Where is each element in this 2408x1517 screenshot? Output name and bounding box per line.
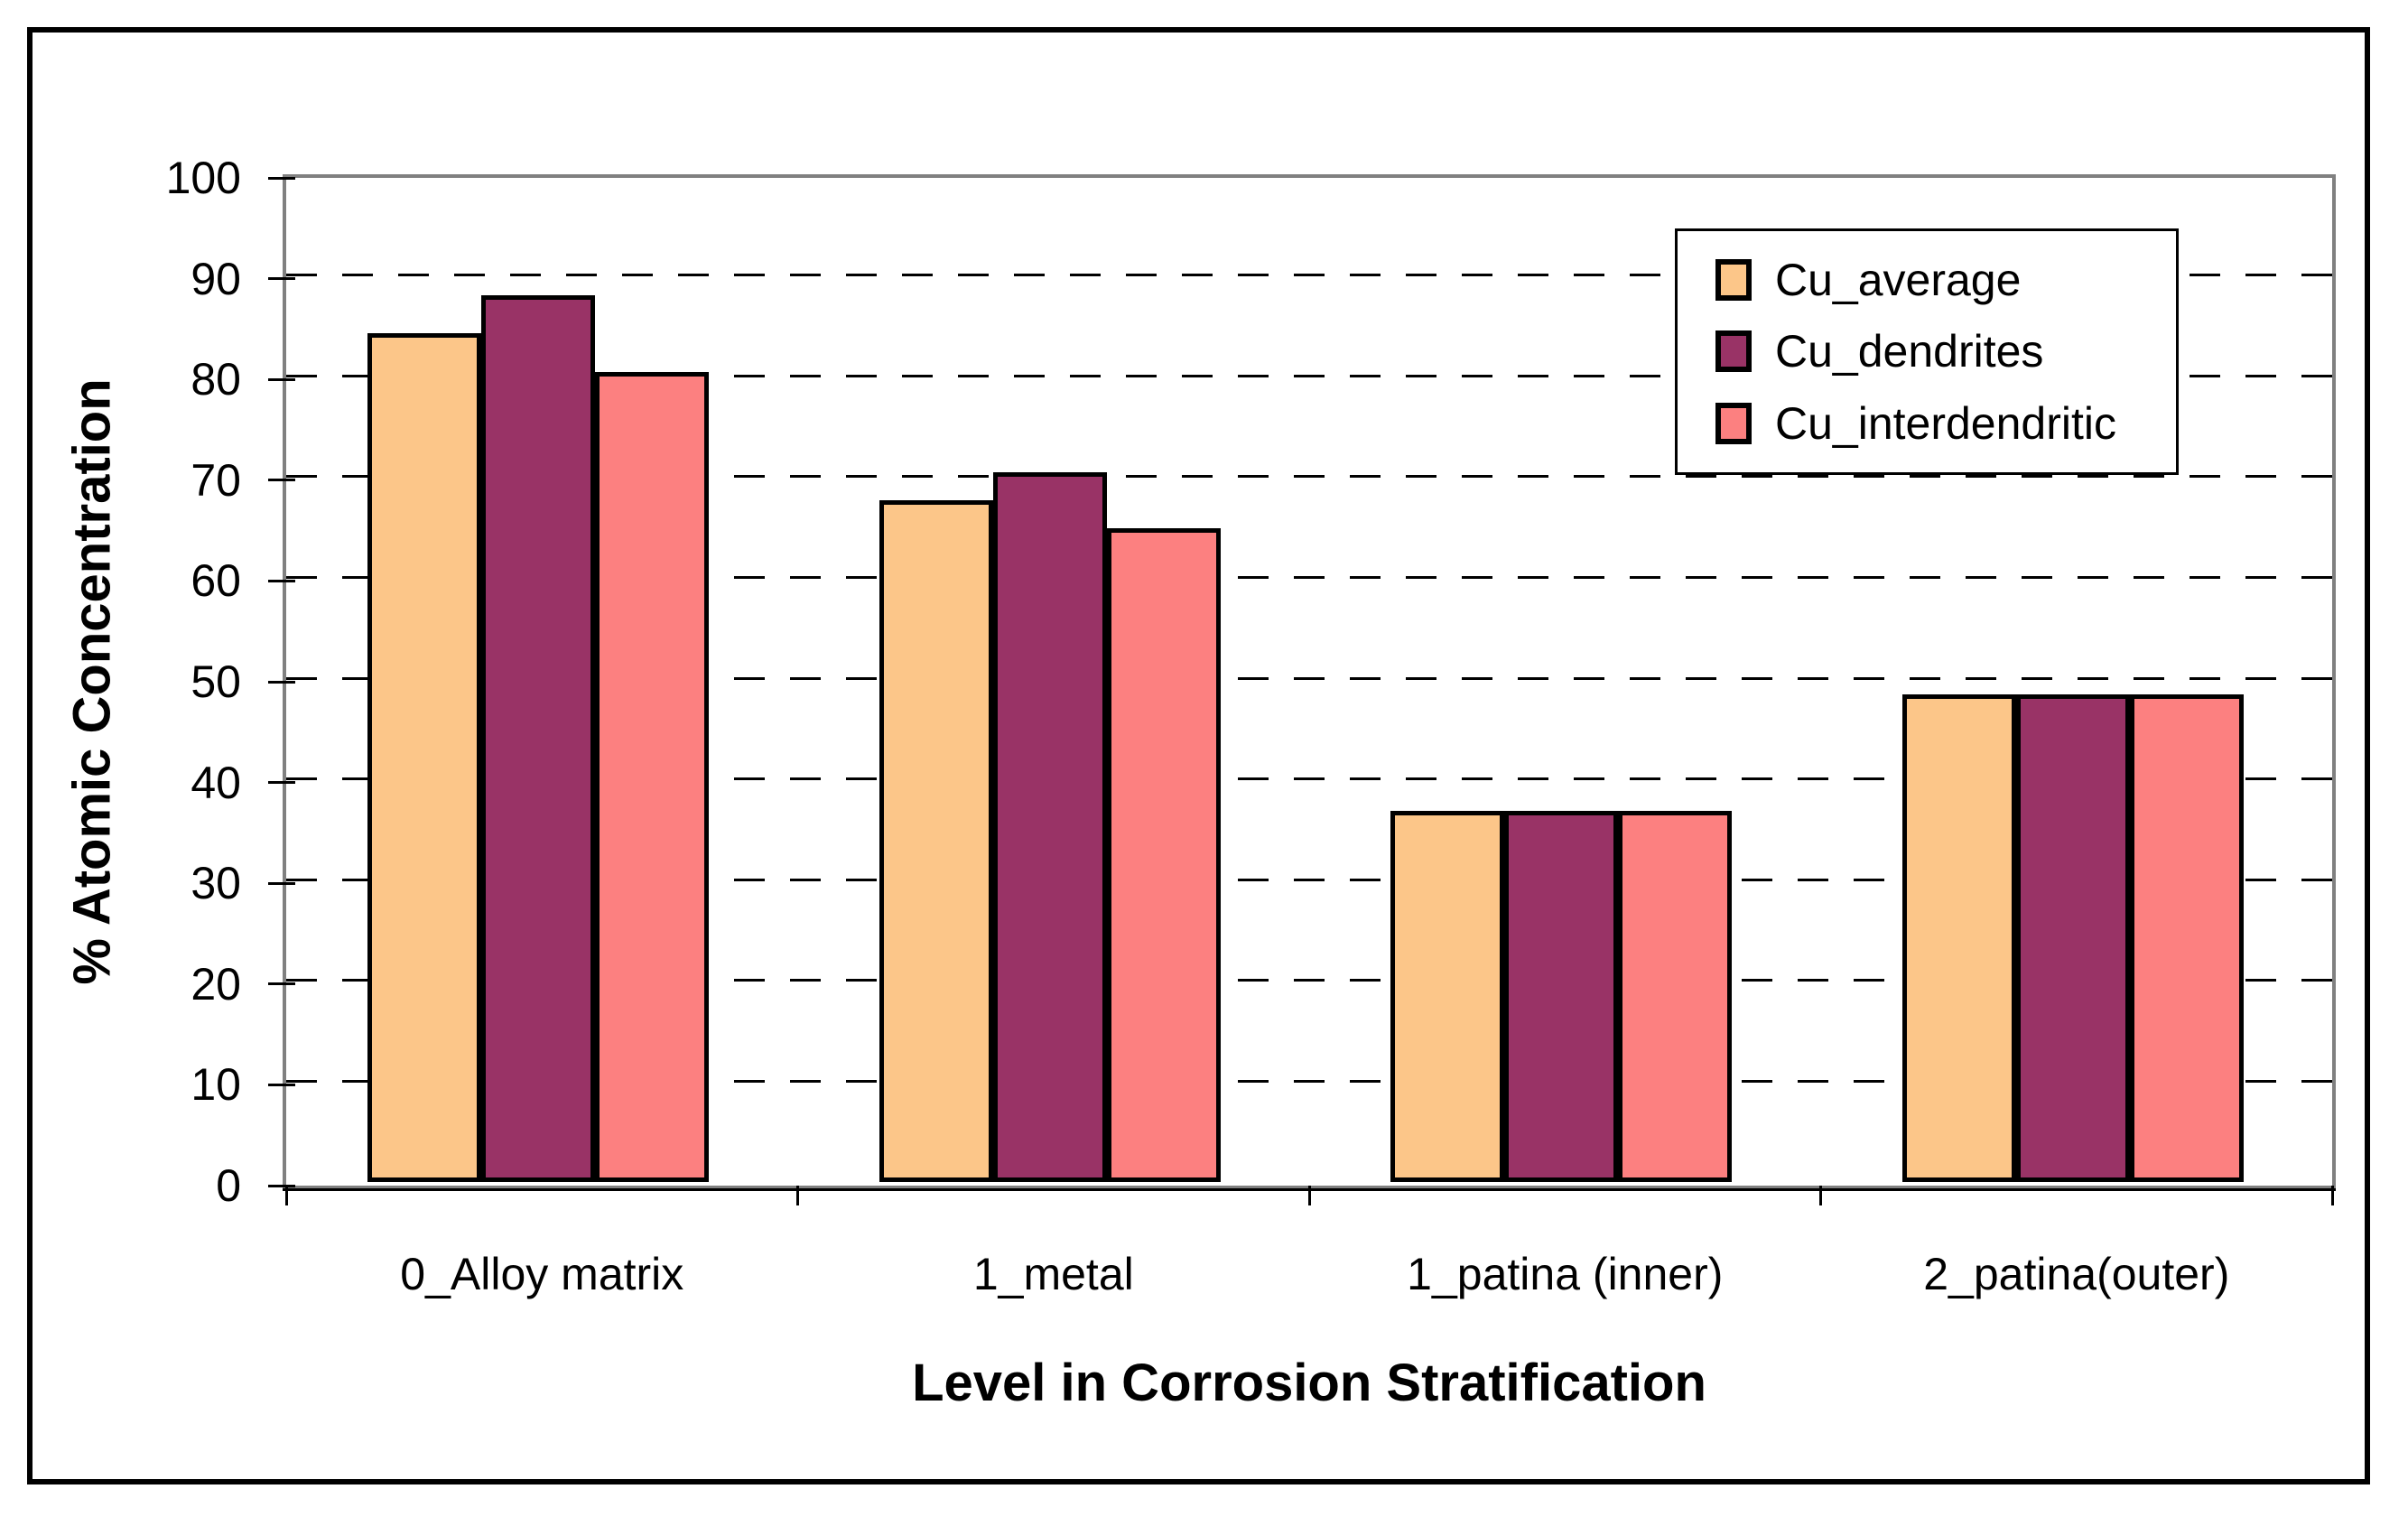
y-tick-label-50: 50 [191, 656, 241, 707]
y-tick-label-90: 90 [191, 253, 241, 304]
legend-label-cu_dendrites: Cu_dendrites [1775, 326, 2044, 377]
legend: Cu_average Cu_dendrites Cu_interdendritic [1675, 228, 2179, 475]
x-category-label-0: 0_Alloy matrix [400, 1249, 684, 1299]
bar-cu_average-3 [1901, 693, 2016, 1182]
y-tick-30 [268, 881, 295, 885]
gridline-50 [286, 676, 2332, 680]
bar-cu_average-1 [879, 499, 993, 1182]
gridline-40 [286, 777, 2332, 781]
y-tick-70 [268, 479, 295, 482]
legend-item-cu_interdendritic: Cu_interdendritic [1715, 401, 2167, 446]
y-axis-title: % Atomic Concentration [62, 378, 122, 985]
legend-swatch-cu_average [1715, 258, 1752, 301]
y-tick-10 [268, 1083, 295, 1086]
bar-cu_interdendritic-0 [595, 371, 710, 1182]
x-axis-title: Level in Corrosion Stratification [912, 1354, 1706, 1412]
x-category-label-2: 1_patina (inner) [1407, 1249, 1724, 1299]
bar-cu_interdendritic-2 [1618, 811, 1733, 1182]
y-tick-0 [268, 1184, 295, 1187]
x-tick-2 [1307, 1186, 1311, 1205]
y-tick-40 [268, 781, 295, 785]
y-tick-label-80: 80 [191, 354, 241, 405]
gridline-80 [286, 374, 2332, 377]
legend-item-cu_average: Cu_average [1715, 257, 2167, 302]
bar-cu_average-2 [1390, 811, 1505, 1182]
y-tick-90 [268, 277, 295, 281]
x-tick-0 [284, 1186, 288, 1205]
legend-swatch-cu_interdendritic [1715, 403, 1752, 445]
y-tick-60 [268, 579, 295, 582]
y-tick-label-60: 60 [191, 555, 241, 607]
y-tick-label-100: 100 [165, 153, 241, 203]
gridline-20 [286, 979, 2332, 982]
gridline-10 [286, 1079, 2332, 1083]
bar-cu_average-0 [367, 333, 482, 1182]
gridline-30 [286, 878, 2332, 881]
bar-cu_dendrites-2 [1504, 811, 1619, 1182]
y-tick-100 [268, 176, 295, 180]
figure-border [27, 27, 2370, 1484]
x-tick-3 [1819, 1186, 1822, 1205]
legend-swatch-cu_dendrites [1715, 330, 1752, 373]
y-tick-label-70: 70 [191, 454, 241, 506]
y-tick-label-30: 30 [191, 858, 241, 909]
bar-cu_interdendritic-1 [1106, 527, 1221, 1182]
gridline-70 [286, 475, 2332, 479]
y-tick-label-20: 20 [191, 958, 241, 1010]
x-tick-1 [796, 1186, 799, 1205]
y-tick-label-40: 40 [191, 757, 241, 808]
y-tick-label-0: 0 [216, 1160, 241, 1211]
bar-cu_dendrites-1 [992, 472, 1107, 1182]
y-tick-50 [268, 680, 295, 684]
legend-label-cu_average: Cu_average [1775, 254, 2022, 305]
bar-cu_dendrites-3 [2015, 693, 2130, 1182]
x-tick-4 [2330, 1186, 2334, 1205]
bar-cu_interdendritic-3 [2129, 693, 2244, 1182]
gridline-60 [286, 575, 2332, 579]
legend-item-cu_dendrites: Cu_dendrites [1715, 329, 2167, 374]
y-tick-label-10: 10 [191, 1059, 241, 1111]
x-category-label-1: 1_metal [972, 1249, 1134, 1299]
y-tick-80 [268, 377, 295, 381]
legend-label-cu_interdendritic: Cu_interdendritic [1775, 398, 2116, 450]
y-tick-20 [268, 982, 295, 986]
gridline-90 [286, 274, 2332, 277]
x-category-label-3: 2_patina(outer) [1923, 1249, 2230, 1299]
bar-cu_dendrites-0 [481, 294, 596, 1182]
